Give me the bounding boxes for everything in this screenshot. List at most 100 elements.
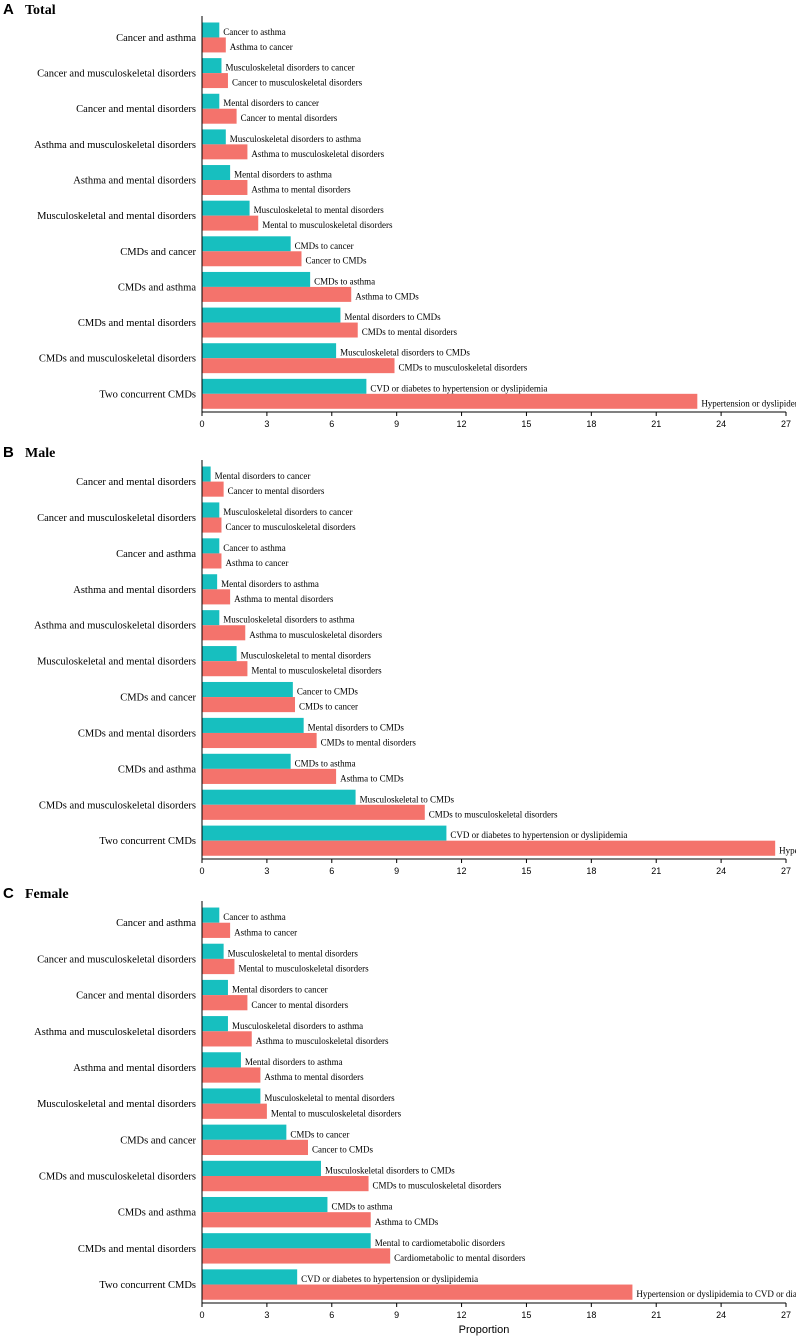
x-tick-label: 27 [781, 1310, 791, 1320]
x-tick-label: 21 [651, 419, 661, 429]
x-tick-label: 15 [521, 419, 531, 429]
bar-second [202, 1031, 252, 1047]
bar-second [202, 553, 222, 569]
category-label: Musculoskeletal and mental disorders [37, 657, 196, 668]
bar-second [202, 144, 248, 160]
category-label: Asthma and musculoskeletal disorders [34, 621, 196, 632]
bar-label-second: Asthma to cancer [225, 558, 288, 568]
bar-label-first: Mental disorders to cancer [223, 98, 319, 108]
bar-second [202, 1284, 633, 1300]
bar-label-first: CMDs to cancer [295, 241, 354, 251]
x-tick-label: 9 [394, 1310, 399, 1320]
category-label: Cancer and asthma [116, 33, 196, 44]
x-tick-label: 0 [199, 1310, 204, 1320]
bar-second [202, 1067, 261, 1083]
category-label: Musculoskeletal and mental disorders [37, 211, 196, 222]
bar-first [202, 1233, 371, 1249]
bar-second [202, 958, 235, 975]
bar-second [202, 517, 222, 533]
bar-first [202, 1016, 228, 1032]
bar-label-first: Cancer to asthma [223, 912, 285, 922]
x-tick-label: 18 [586, 1310, 596, 1320]
bar-label-first: Musculoskeletal disorders to asthma [232, 1021, 363, 1031]
bar-label-first: Musculoskeletal disorders to asthma [223, 615, 354, 625]
bar-second [202, 1248, 391, 1264]
x-tick-label: 12 [457, 1310, 467, 1320]
bar-second [202, 481, 224, 497]
bar-label-second: Cancer to musculoskeletal disorders [232, 78, 363, 88]
bar-second [202, 1139, 308, 1156]
category-label: Cancer and mental disorders [76, 991, 196, 1002]
x-tick-label: 6 [329, 419, 334, 429]
bar-label-second: CMDs to mental disorders [362, 327, 458, 337]
bar-label-second: Cardiometabolic to mental disorders [394, 1253, 526, 1263]
bar-first [202, 1124, 287, 1140]
bar-first [202, 378, 367, 394]
bar-first [202, 825, 447, 841]
x-tick-label: 9 [394, 419, 399, 429]
x-tick-label: 18 [586, 419, 596, 429]
bar-label-first: CVD or diabetes to hypertension or dysli… [450, 830, 627, 840]
category-label: CMDs and mental disorders [78, 318, 196, 329]
bar-first [202, 271, 311, 287]
bar-label-first: Musculoskeletal to mental disorders [228, 948, 359, 958]
x-tick-label: 15 [521, 866, 531, 876]
bar-first [202, 93, 220, 109]
bar-label-second: Asthma to musculoskeletal disorders [256, 1036, 389, 1046]
bar-second [202, 697, 296, 713]
bar-first [202, 307, 341, 323]
bar-label-first: Musculoskeletal disorders to cancer [225, 63, 354, 73]
panel-title: Female [25, 887, 69, 902]
bar-second [202, 995, 248, 1011]
bar-second [202, 732, 317, 749]
bar-label-second: Cancer to musculoskeletal disorders [225, 522, 356, 532]
x-tick-label: 27 [781, 419, 791, 429]
x-tick-label: 3 [264, 1310, 269, 1320]
x-tick-label: 0 [199, 866, 204, 876]
x-tick-label: 0 [199, 419, 204, 429]
category-label: CMDs and asthma [118, 764, 197, 775]
bar-label-second: Asthma to cancer [230, 42, 293, 52]
category-label: CMDs and musculoskeletal disorders [39, 800, 196, 811]
bar-second [202, 322, 358, 338]
bar-first [202, 129, 226, 145]
bar-first [202, 236, 291, 252]
bar-second [202, 1103, 267, 1119]
category-label: Asthma and musculoskeletal disorders [34, 140, 196, 151]
bar-second [202, 922, 231, 938]
bar-first [202, 538, 220, 554]
x-tick-label: 15 [521, 1310, 531, 1320]
category-label: Two concurrent CMDs [99, 1280, 196, 1291]
panel-title: Total [25, 3, 56, 18]
bar-label-first: CMDs to cancer [290, 1129, 349, 1139]
bar-label-first: Mental disorders to asthma [234, 170, 332, 180]
category-label: CMDs and asthma [118, 282, 197, 293]
bar-label-second: Hypertension or dyslipidemia to CVD or d… [636, 1289, 796, 1299]
x-tick-label: 24 [716, 419, 726, 429]
x-tick-label: 21 [651, 866, 661, 876]
bar-label-first: Musculoskeletal to mental disorders [254, 205, 385, 215]
bar-first [202, 502, 220, 518]
bar-first [202, 789, 356, 805]
bar-label-second: CMDs to mental disorders [321, 738, 417, 748]
bar-first [202, 58, 222, 74]
x-tick-label: 12 [457, 419, 467, 429]
bar-label-second: Asthma to CMDs [340, 773, 404, 783]
x-tick-label: 24 [716, 866, 726, 876]
category-label: Cancer and musculoskeletal disorders [37, 513, 196, 524]
bar-label-first: Mental disorders to cancer [232, 985, 328, 995]
x-tick-label: 9 [394, 866, 399, 876]
x-tick-label: 3 [264, 866, 269, 876]
bar-label-second: CMDs to musculoskeletal disorders [373, 1181, 502, 1191]
category-label: Two concurrent CMDs [99, 836, 196, 847]
bar-second [202, 37, 226, 53]
bar-first [202, 907, 220, 923]
bar-label-second: Cancer to mental disorders [228, 486, 325, 496]
bar-label-second: Cancer to mental disorders [241, 113, 338, 123]
bar-first [202, 1088, 261, 1104]
x-tick-label: 27 [781, 866, 791, 876]
bar-second [202, 393, 698, 409]
bar-second [202, 589, 231, 605]
category-label: CMDs and cancer [120, 1135, 196, 1146]
